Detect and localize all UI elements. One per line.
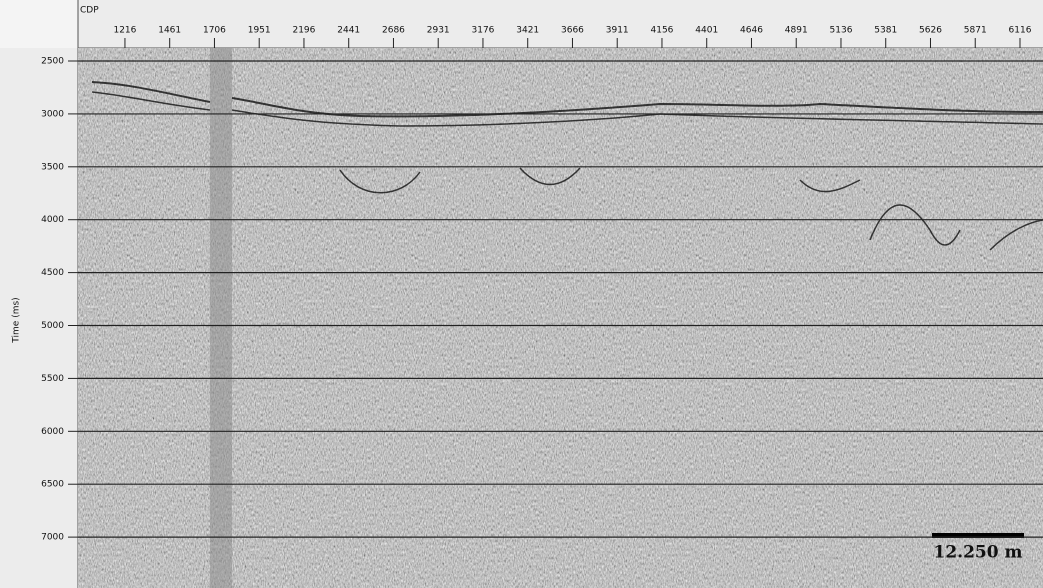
x-tick-label: 3421 <box>516 26 539 36</box>
y-tick-label: 4500 <box>41 268 64 278</box>
x-tick-label: 4156 <box>651 26 674 36</box>
y-tick-label: 3000 <box>41 109 64 119</box>
x-tick-label: 5626 <box>919 26 942 36</box>
y-tick-label: 6000 <box>41 427 64 437</box>
x-tick-label: 1216 <box>113 26 136 36</box>
x-tick-label: 3666 <box>561 26 584 36</box>
y-axis-label: Time (ms) <box>12 297 22 343</box>
x-tick-label: 5136 <box>830 26 853 36</box>
y-tick-label: 5500 <box>41 374 64 384</box>
x-tick-label: 5871 <box>964 26 987 36</box>
x-axis-label: CDP <box>80 6 99 16</box>
corner <box>0 0 78 48</box>
x-tick-label: 2686 <box>382 26 405 36</box>
y-tick-label: 5000 <box>41 321 64 331</box>
x-tick-label: 6116 <box>1009 26 1032 36</box>
x-tick-label: 4646 <box>740 26 763 36</box>
y-tick-label: 7000 <box>41 533 64 543</box>
seismic-image <box>78 48 1043 588</box>
x-tick-label: 4891 <box>785 26 808 36</box>
x-tick-label: 2931 <box>427 26 450 36</box>
x-tick-label: 1706 <box>203 26 226 36</box>
x-tick-label: 3176 <box>472 26 495 36</box>
y-tick-label: 4000 <box>41 215 64 225</box>
x-tick-label: 1951 <box>248 26 271 36</box>
x-tick-label: 2196 <box>292 26 315 36</box>
seismic-view: 12.250 m CDP Time (ms) 1216 1461 1706 1951 2… <box>0 0 1043 588</box>
y-tick-label: 3500 <box>41 162 64 172</box>
y-tick-label: 2500 <box>41 57 64 67</box>
x-tick-label: 4401 <box>695 26 718 36</box>
x-tick-label: 3911 <box>606 26 629 36</box>
x-tick-label: 2441 <box>337 26 360 36</box>
y-tick-label: 6500 <box>41 480 64 490</box>
x-tick-label: 1461 <box>158 26 181 36</box>
x-tick-label: 5381 <box>874 26 897 36</box>
dead-trace-band <box>210 48 232 588</box>
scale-bar-label: 12.250 m <box>934 543 1023 563</box>
